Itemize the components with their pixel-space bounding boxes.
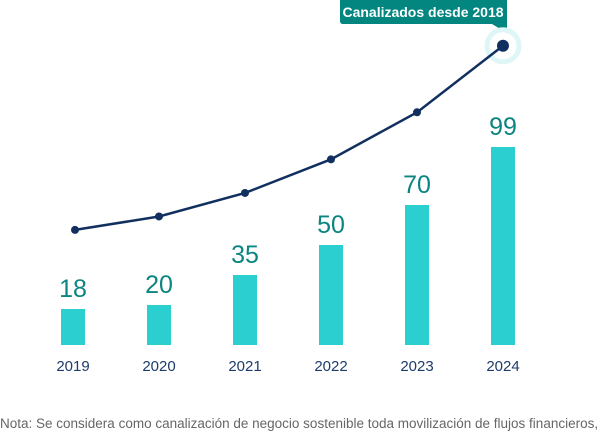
x-tick-2024: 2024 xyxy=(486,358,519,375)
line-point-2024 xyxy=(497,39,509,52)
x-tick-2020: 2020 xyxy=(142,358,175,375)
line-point-2021 xyxy=(241,188,249,197)
chart: Canalizados desde 2018 18201920202035202… xyxy=(56,0,522,375)
line-point-2020 xyxy=(155,212,163,221)
data-label-2019: 18 xyxy=(59,275,87,303)
data-label-2023: 70 xyxy=(403,171,431,199)
x-tick-2021: 2021 xyxy=(228,358,261,375)
data-label-2024: 99 xyxy=(489,113,517,141)
callout: Canalizados desde 2018 xyxy=(340,0,507,33)
callout-text: Canalizados desde 2018 xyxy=(342,4,503,20)
highlight-ring xyxy=(484,27,522,65)
bar-2024 xyxy=(491,147,515,345)
data-label-2022: 50 xyxy=(317,211,345,239)
x-tick-2023: 2023 xyxy=(400,358,433,375)
line-point-2022 xyxy=(327,155,335,164)
callout-box xyxy=(340,0,507,33)
bar-2019 xyxy=(61,309,85,345)
data-label-2020: 20 xyxy=(145,271,173,299)
line-point-2023 xyxy=(413,108,421,117)
bar-2023 xyxy=(405,205,429,345)
footnote: Nota: Se considera como canalización de … xyxy=(0,416,600,431)
bar-2020 xyxy=(147,305,171,345)
cumulative-line xyxy=(74,44,504,232)
data-label-2021: 35 xyxy=(231,241,259,269)
x-tick-2019: 2019 xyxy=(56,358,89,375)
bar-2021 xyxy=(233,275,257,345)
bar-2022 xyxy=(319,245,343,345)
line-point-2019 xyxy=(71,225,79,234)
x-tick-2022: 2022 xyxy=(314,358,347,375)
